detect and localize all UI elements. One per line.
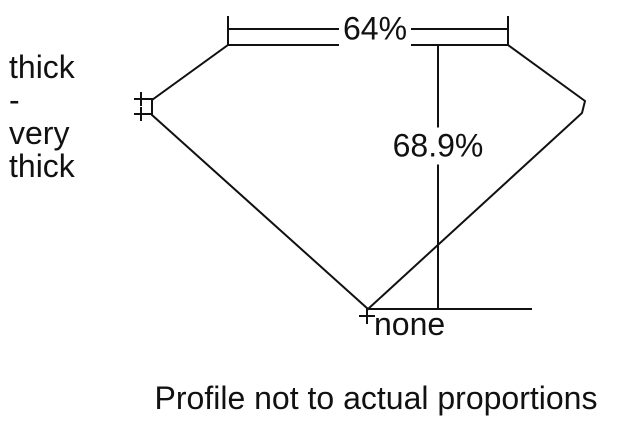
diamond-outline xyxy=(151,44,587,311)
caption: Profile not to actual proportions xyxy=(154,380,598,416)
culet-mark xyxy=(359,308,375,324)
table-percentage-label: 64% xyxy=(338,10,412,48)
girdle-tick-marks xyxy=(134,92,153,121)
girdle-thickness-label: thick - very thick xyxy=(9,49,75,184)
depth-percentage-label: 68.9% xyxy=(388,127,488,165)
culet-label: none xyxy=(374,306,446,342)
